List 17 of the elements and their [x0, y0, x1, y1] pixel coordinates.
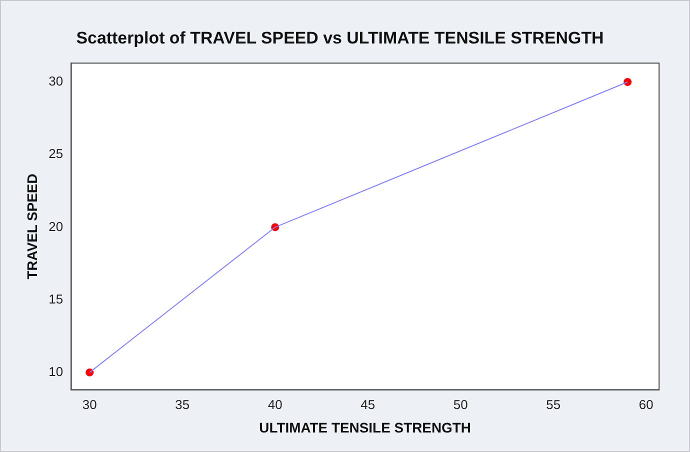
- x-tick-label: 45: [360, 397, 376, 412]
- y-tick-label: 15: [48, 291, 64, 306]
- x-tick-label: 60: [638, 397, 654, 412]
- x-tick-label: 50: [453, 397, 468, 412]
- x-axis-title: ULTIMATE TENSILE STRENGTH: [259, 420, 471, 436]
- chart-title: Scatterplot of TRAVEL SPEED vs ULTIMATE TENSILE STRENGTH: [76, 28, 604, 48]
- x-tick-label: 35: [175, 397, 190, 412]
- y-tick-label: 10: [48, 364, 64, 380]
- point: [86, 368, 94, 376]
- x-tick-label: 55: [546, 397, 561, 412]
- x-tick-label: 40: [268, 397, 282, 412]
- y-tick-label: 30: [48, 74, 64, 89]
- y-tick-label: 20: [48, 218, 64, 234]
- x-tick-label: 30: [82, 397, 97, 412]
- point: [624, 78, 632, 86]
- y-axis-title: TRAVEL SPEED: [24, 174, 40, 280]
- y-tick-label: 25: [48, 146, 64, 162]
